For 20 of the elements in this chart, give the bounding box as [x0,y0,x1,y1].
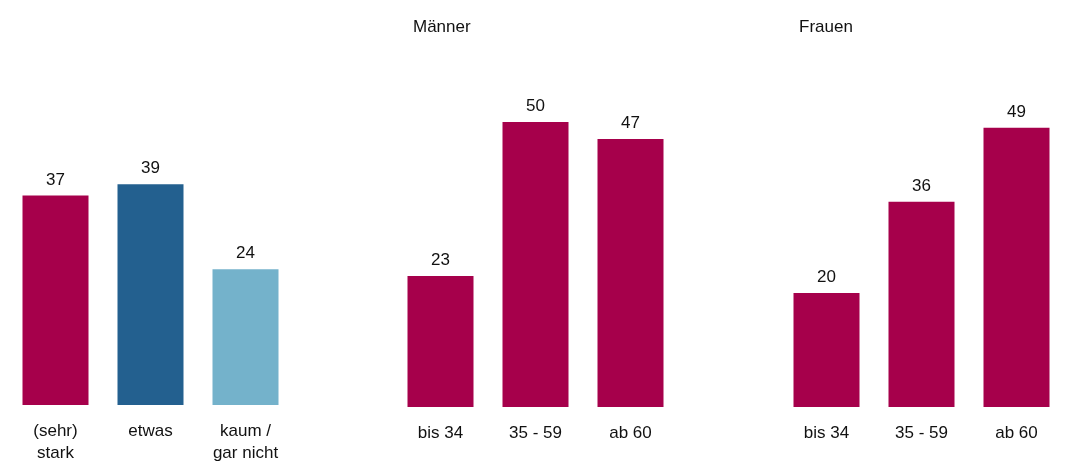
chart-title: Frauen [798,17,853,36]
data-label: 20 [816,267,836,286]
data-label: 23 [431,249,451,269]
data-label: 37 [46,169,65,189]
data-label: 50 [526,96,546,115]
data-label: 47 [621,113,641,133]
data-label: 36 [911,175,931,195]
data-label: 39 [141,158,160,178]
data-label: 49 [1006,101,1026,121]
x-tick-label: ab 60 [994,422,1038,442]
x-tick-label: (sehr) stark [33,420,78,462]
x-tick-label: 35 - 59 [509,422,563,442]
data-label: 24 [236,243,255,263]
chart-title: Männer [413,17,472,36]
x-tick-label: bis 34 [803,422,849,442]
x-tick-label: etwas [128,420,173,440]
x-tick-label: 35 - 59 [894,422,948,442]
x-tick-label: kaum / gar nicht [212,420,279,462]
x-tick-label: bis 34 [418,422,464,442]
x-tick-label: ab 60 [609,422,653,442]
